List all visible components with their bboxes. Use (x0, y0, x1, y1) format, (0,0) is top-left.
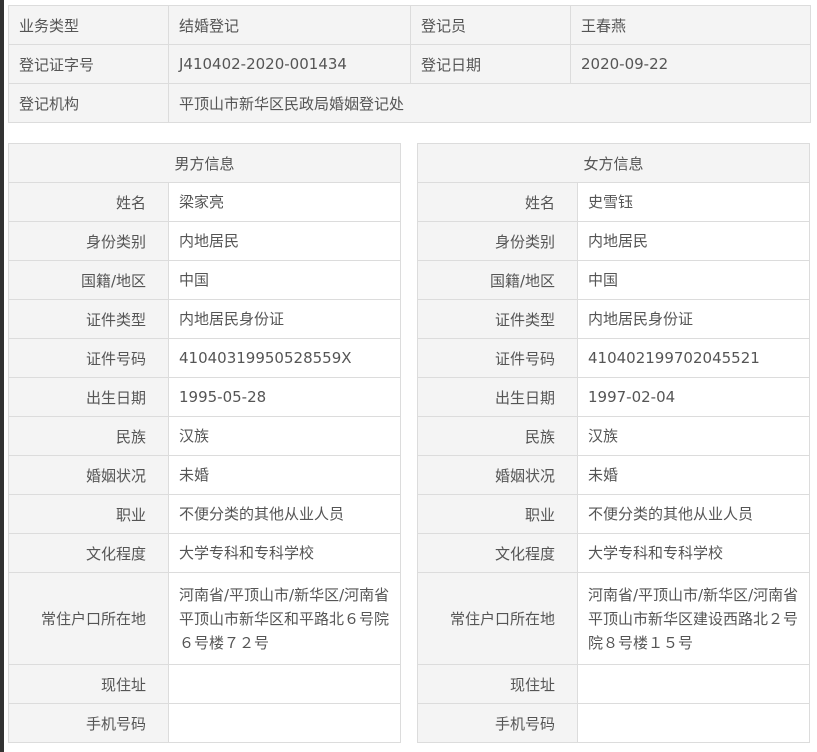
field-label: 常住户口所在地 (8, 572, 169, 665)
field-label: 证件类型 (417, 299, 578, 339)
field-value: 大学专科和专科学校 (168, 533, 401, 573)
table-row: 民族 汉族 (417, 416, 810, 456)
field-label: 手机号码 (417, 703, 578, 743)
table-row: 职业 不便分类的其他从业人员 (8, 494, 401, 534)
field-value: 史雪钰 (577, 182, 810, 222)
field-value (168, 664, 401, 704)
field-label: 婚姻状况 (417, 455, 578, 495)
reg-date-value: 2020-09-22 (570, 44, 811, 84)
field-label: 证件号码 (417, 338, 578, 378)
field-label: 国籍/地区 (8, 260, 169, 300)
table-row: 国籍/地区 中国 (8, 260, 401, 300)
field-value: 汉族 (577, 416, 810, 456)
cert-no-label: 登记证字号 (8, 44, 169, 84)
agency-label: 登记机构 (8, 83, 169, 123)
field-value: 大学专科和专科学校 (577, 533, 810, 573)
table-row: 文化程度 大学专科和专科学校 (417, 533, 810, 573)
field-value: 不便分类的其他从业人员 (168, 494, 401, 534)
field-value: 内地居民 (168, 221, 401, 261)
field-label: 现住址 (8, 664, 169, 704)
field-label: 证件号码 (8, 338, 169, 378)
table-row: 国籍/地区 中国 (417, 260, 810, 300)
table-row: 证件号码 410402199702045521 (417, 338, 810, 378)
field-label: 职业 (417, 494, 578, 534)
field-value: 内地居民身份证 (577, 299, 810, 339)
business-type-label: 业务类型 (8, 5, 169, 45)
field-value: 内地居民身份证 (168, 299, 401, 339)
field-label: 身份类别 (417, 221, 578, 261)
table-row: 婚姻状况 未婚 (8, 455, 401, 495)
male-info-title: 男方信息 (8, 143, 401, 183)
field-value: 不便分类的其他从业人员 (577, 494, 810, 534)
field-value: 1995-05-28 (168, 377, 401, 417)
table-row: 姓名 史雪钰 (417, 182, 810, 222)
table-row: 证件类型 内地居民身份证 (8, 299, 401, 339)
table-row: 婚姻状况 未婚 (417, 455, 810, 495)
field-label: 婚姻状况 (8, 455, 169, 495)
window-edge (0, 0, 4, 752)
field-value (168, 703, 401, 743)
table-row: 证件类型 内地居民身份证 (417, 299, 810, 339)
table-row: 姓名 梁家亮 (8, 182, 401, 222)
field-label: 身份类别 (8, 221, 169, 261)
field-label: 国籍/地区 (417, 260, 578, 300)
field-label: 出生日期 (417, 377, 578, 417)
table-row: 身份类别 内地居民 (8, 221, 401, 261)
field-label: 出生日期 (8, 377, 169, 417)
table-row: 出生日期 1997-02-04 (417, 377, 810, 417)
field-value: 河南省/平顶山市/新华区/河南省平顶山市新华区建设西路北２号院８号楼１５号 (577, 572, 810, 665)
field-value (577, 664, 810, 704)
field-value: 410402199702045521 (577, 338, 810, 378)
table-row: 现住址 (417, 664, 810, 704)
field-label: 常住户口所在地 (417, 572, 578, 665)
field-label: 姓名 (417, 182, 578, 222)
agency-value: 平顶山市新华区民政局婚姻登记处 (168, 83, 811, 123)
cert-no-value: J410402-2020-001434 (168, 44, 411, 84)
field-label: 文化程度 (8, 533, 169, 573)
table-row: 手机号码 (8, 703, 401, 743)
field-label: 民族 (417, 416, 578, 456)
table-row: 职业 不便分类的其他从业人员 (417, 494, 810, 534)
business-type-value: 结婚登记 (168, 5, 411, 45)
field-value (577, 703, 810, 743)
reg-date-label: 登记日期 (410, 44, 571, 84)
table-row: 手机号码 (417, 703, 810, 743)
field-label: 文化程度 (417, 533, 578, 573)
field-label: 现住址 (417, 664, 578, 704)
field-label: 证件类型 (8, 299, 169, 339)
table-row: 民族 汉族 (8, 416, 401, 456)
table-row: 现住址 (8, 664, 401, 704)
field-value: 汉族 (168, 416, 401, 456)
table-row: 身份类别 内地居民 (417, 221, 810, 261)
field-value: 中国 (168, 260, 401, 300)
field-value: 41040319950528559X (168, 338, 401, 378)
registration-summary-table: 业务类型 结婚登记 登记员 王春燕 登记证字号 J410402-2020-001… (8, 5, 811, 123)
field-value: 1997-02-04 (577, 377, 810, 417)
field-label: 民族 (8, 416, 169, 456)
table-row: 出生日期 1995-05-28 (8, 377, 401, 417)
field-value: 未婚 (577, 455, 810, 495)
table-row: 常住户口所在地 河南省/平顶山市/新华区/河南省平顶山市新华区和平路北６号院６号楼… (8, 572, 401, 665)
female-info-table: 女方信息 姓名 史雪钰 身份类别 内地居民 国籍/地区 中国 证件类型 内地居民身份证 证件号码 4… (417, 143, 810, 743)
field-label: 职业 (8, 494, 169, 534)
male-info-table: 男方信息 姓名 梁家亮 身份类别 内地居民 国籍/地区 中国 证件类型 内地居民身份证 证件号码 4… (8, 143, 401, 743)
table-row: 文化程度 大学专科和专科学校 (8, 533, 401, 573)
field-value: 河南省/平顶山市/新华区/河南省平顶山市新华区和平路北６号院６号楼７２号 (168, 572, 401, 665)
field-value: 中国 (577, 260, 810, 300)
field-value: 梁家亮 (168, 182, 401, 222)
female-info-title: 女方信息 (417, 143, 810, 183)
field-value: 未婚 (168, 455, 401, 495)
field-label: 姓名 (8, 182, 169, 222)
field-label: 手机号码 (8, 703, 169, 743)
table-row: 常住户口所在地 河南省/平顶山市/新华区/河南省平顶山市新华区建设西路北２号院８号… (417, 572, 810, 665)
field-value: 内地居民 (577, 221, 810, 261)
table-row: 证件号码 41040319950528559X (8, 338, 401, 378)
registrar-value: 王春燕 (570, 5, 811, 45)
registrar-label: 登记员 (410, 5, 571, 45)
